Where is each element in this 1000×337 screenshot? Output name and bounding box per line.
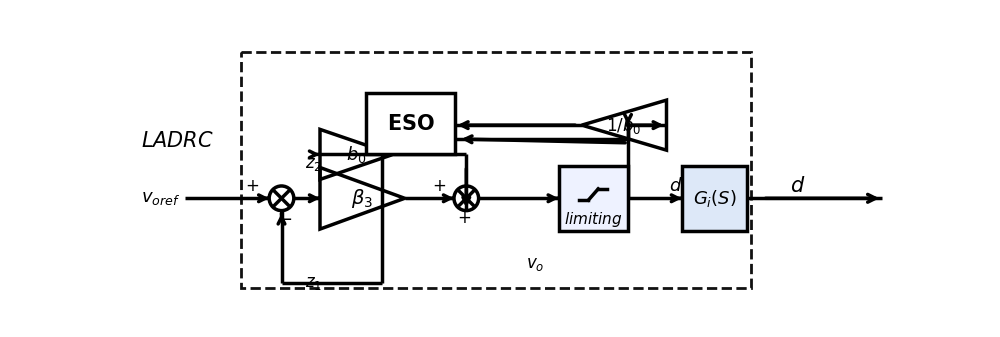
Text: $z_1$: $z_1$ (305, 274, 322, 292)
Text: $b_0$: $b_0$ (346, 144, 367, 165)
Text: $\mathbf{ESO}$: $\mathbf{ESO}$ (387, 114, 434, 133)
Text: $\mathit{limiting}$: $\mathit{limiting}$ (564, 210, 623, 229)
Bar (241, 52, 751, 288)
Bar (559, 166, 628, 231)
Text: $d$: $d$ (790, 176, 805, 196)
Bar (682, 166, 747, 231)
Text: $z_2$: $z_2$ (305, 155, 322, 173)
Text: $-$: $-$ (277, 209, 292, 226)
Bar (366, 93, 455, 154)
Text: $+$: $+$ (245, 177, 259, 195)
Text: $1/b_0$: $1/b_0$ (606, 115, 642, 135)
Text: $G_i(S)$: $G_i(S)$ (693, 188, 737, 209)
Text: $d'$: $d'$ (669, 177, 687, 195)
Text: $LADRC$: $LADRC$ (141, 130, 214, 151)
Text: $+$: $+$ (457, 209, 471, 227)
Text: $v_{oref}$: $v_{oref}$ (141, 189, 181, 207)
Text: $\beta_3$: $\beta_3$ (351, 187, 373, 210)
Text: $v_o$: $v_o$ (526, 255, 545, 273)
Text: $+$: $+$ (432, 177, 446, 195)
